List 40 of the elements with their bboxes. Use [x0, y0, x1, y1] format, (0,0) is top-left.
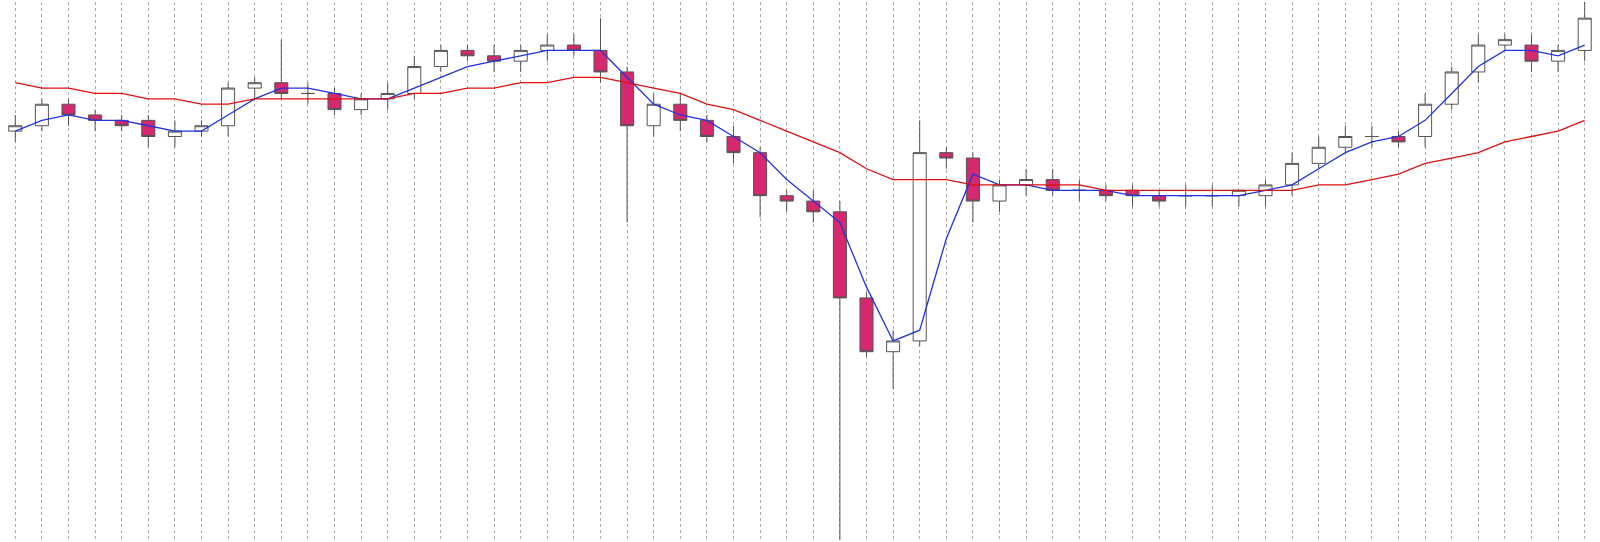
candlestick	[460, 44, 475, 62]
candlestick	[965, 152, 980, 224]
candlestick	[753, 146, 768, 218]
candlestick	[646, 92, 661, 137]
candlestick	[141, 114, 156, 148]
candlestick	[1418, 92, 1433, 148]
candlestick	[407, 55, 422, 100]
candlestick	[1524, 33, 1539, 73]
candlestick	[1338, 125, 1353, 154]
candlestick	[167, 119, 182, 148]
candlestick	[513, 44, 528, 73]
candlestick	[433, 44, 448, 73]
candlestick	[540, 33, 555, 62]
candlestick	[779, 189, 794, 213]
candlestick	[61, 98, 76, 127]
candlestick	[886, 329, 901, 390]
candlestick	[620, 66, 635, 224]
candlestick	[1364, 125, 1379, 148]
candlestick	[1444, 66, 1459, 111]
candlestick	[566, 33, 581, 57]
candlestick	[806, 189, 821, 224]
candlestick	[1152, 189, 1167, 207]
candlestick	[859, 292, 874, 358]
candlestick	[8, 114, 23, 143]
candlestick	[354, 92, 369, 116]
candlestick	[34, 98, 49, 132]
candlestick	[939, 146, 954, 170]
candlestick	[300, 82, 315, 105]
candlestick	[1497, 33, 1512, 51]
candlestick	[487, 44, 502, 73]
candlestick	[992, 179, 1007, 213]
candlestick	[699, 114, 714, 143]
candlestick	[673, 92, 688, 132]
candlestick	[1471, 33, 1486, 84]
candlestick	[247, 76, 262, 100]
candlestick	[221, 82, 236, 137]
candlestick	[593, 17, 608, 84]
candlestick	[726, 125, 741, 164]
candlestick	[1311, 136, 1326, 170]
candlestick	[1285, 152, 1300, 197]
